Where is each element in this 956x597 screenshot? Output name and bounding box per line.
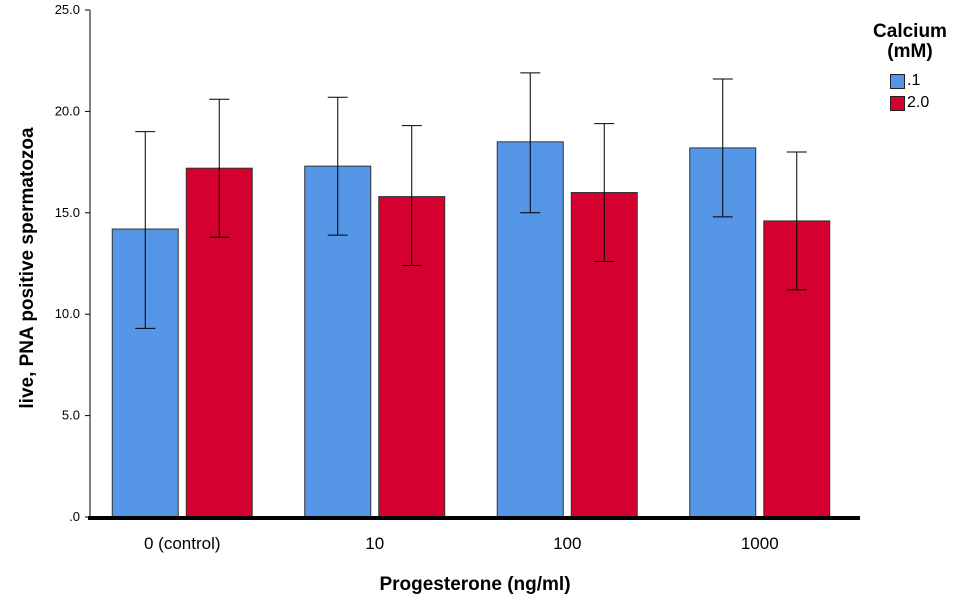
y-tick-label: 15.0 [55,205,80,220]
y-tick-label: 5.0 [62,408,80,423]
x-axis-title: Progesterone (ng/ml) [379,574,570,595]
y-tick-label: 25.0 [55,2,80,17]
x-tick-label: 0 (control) [144,534,221,553]
legend-title-line-2: (mM) [887,41,933,62]
bar [689,147,757,518]
x-tick-label: 1000 [741,534,779,553]
legend-label-series-1: .1 [907,72,921,89]
x-tick-label: 100 [553,534,581,553]
error-bars-layer [135,72,807,329]
legend-title-line-1: Calcium [873,21,947,42]
y-axis-title: live, PNA positive spermatozoa [17,127,38,409]
y-tick-label: 20.0 [55,103,80,118]
y-tick-label: 10.0 [55,306,80,321]
legend-title: Calcium (mM) [866,22,954,62]
legend-swatch-series-1 [890,73,905,89]
legend-item-series-2: 2.0 [866,94,954,112]
bars-layer [111,141,831,518]
x-axis: 0 (control) 10 100 1000 [88,516,860,553]
legend: Calcium (mM) .1 2.0 [866,22,954,112]
legend-label-series-2: 2.0 [907,94,930,111]
legend-swatch-series-2 [890,95,905,111]
x-tick-label: 10 [365,534,384,553]
legend-item-series-1: .1 [866,72,954,90]
y-axis: .0 5.0 10.0 15.0 20.0 25.0 [55,2,91,524]
y-tick-label: .0 [69,509,80,524]
